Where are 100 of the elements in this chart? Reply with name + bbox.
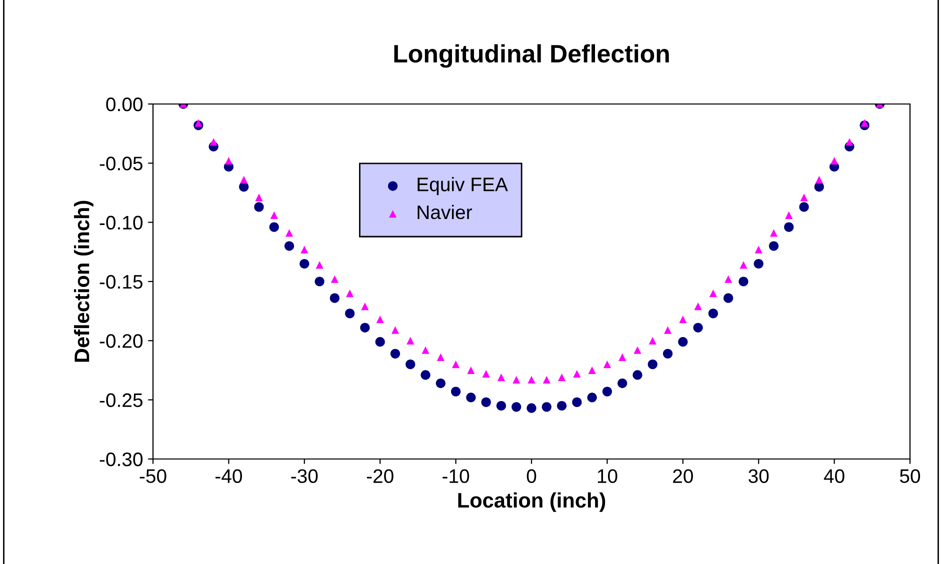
point [224,156,233,165]
point [618,378,628,388]
point [693,322,703,332]
point [436,378,446,388]
x-tick-label: -20 [366,469,394,484]
point [648,336,656,344]
x-tick-label: 0 [526,469,536,484]
point [270,211,278,220]
point [391,326,400,334]
point [664,326,672,334]
point [390,348,400,358]
point [255,194,263,202]
point [694,302,702,310]
x-tick-label: 40 [824,469,844,484]
point [450,386,461,396]
point [708,308,718,318]
point [300,258,310,269]
point [588,366,596,374]
x-tick-label: -50 [140,469,166,484]
chart-title: Longitudinal Deflection [394,44,669,68]
point [466,392,476,402]
y-tick-label: -0.30 [100,452,143,466]
point [556,400,567,411]
point [768,241,779,251]
point [754,246,762,254]
point [709,290,717,298]
point [330,275,338,283]
point [542,376,550,384]
point [467,366,475,374]
point [269,222,279,232]
point [210,138,218,146]
point [482,370,490,378]
point [254,202,264,212]
point [406,360,416,370]
x-axis-title: Location (inch) [458,492,606,512]
y-tick-label: -0.25 [100,393,142,408]
point [678,337,688,347]
point [526,403,536,413]
y-tick-label: -0.10 [100,216,143,230]
point [284,241,294,251]
x-tick-label: -10 [442,469,470,484]
point [361,302,369,310]
y-tick-label: 0.00 [106,97,143,112]
y-tick-label: -0.20 [100,334,143,348]
point [632,370,642,380]
point [800,194,808,202]
point [314,276,324,286]
point [316,261,324,269]
point [738,276,748,286]
y-tick-label: -0.05 [100,156,142,170]
point [558,374,566,382]
point [724,293,734,303]
point [285,229,294,237]
y-axis-title: Deflection (inch) [74,200,94,362]
point [648,360,658,370]
point [376,316,384,324]
x-tick-label: -40 [216,469,242,484]
point [194,119,202,127]
point [602,386,612,396]
point [618,353,626,362]
point [496,400,506,411]
point [452,360,460,368]
point [846,138,854,146]
point [573,370,581,378]
point [860,119,868,127]
point [754,258,764,269]
point [799,202,809,212]
point [512,402,522,412]
point [330,293,340,303]
point [740,261,748,269]
point [830,156,838,165]
x-tick-label: -30 [291,469,318,484]
legend-label: Navier [418,204,472,220]
point [603,360,612,368]
point [572,397,582,408]
point [406,336,414,344]
point [679,316,687,324]
point [300,246,308,254]
point [724,275,732,283]
point [240,176,248,184]
x-tick-label: 20 [673,469,693,484]
point [497,374,506,382]
x-tick-label: 10 [598,469,618,484]
x-tick-label: 50 [900,469,920,484]
point [345,308,355,318]
point [422,346,430,354]
point [542,402,552,412]
point [360,322,370,332]
point [770,229,778,237]
point [634,346,642,354]
point [481,397,491,408]
x-tick-label: 30 [748,469,769,484]
point [420,370,430,380]
y-tick-label: -0.15 [100,274,142,289]
point [785,211,793,220]
point [512,376,520,384]
point [375,337,385,347]
point [528,376,536,384]
point [662,348,673,358]
point [815,176,823,184]
